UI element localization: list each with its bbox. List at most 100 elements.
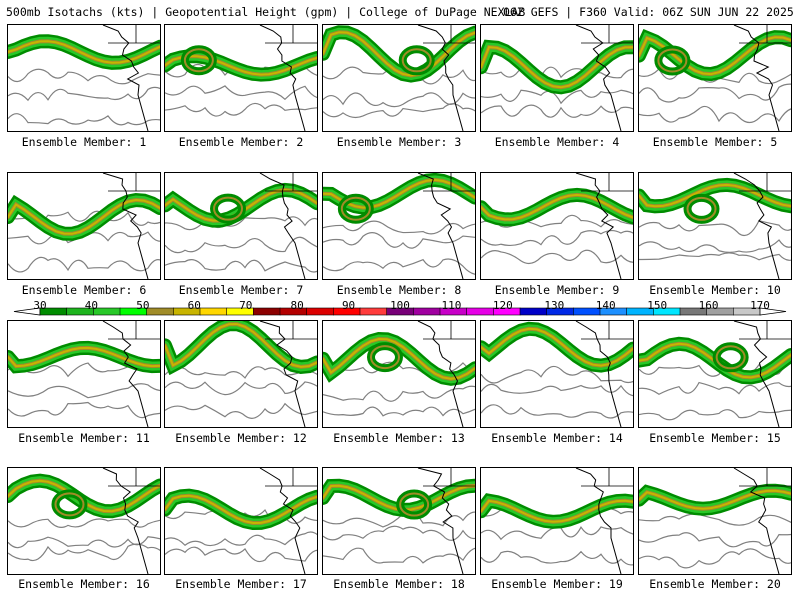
map-title: 500mb Isotachs (kts) | Geopotential Heig… [6, 5, 526, 19]
height-contour [8, 543, 160, 562]
map-plot [639, 468, 791, 574]
country-border [739, 468, 791, 487]
map-plot [323, 468, 475, 574]
country-border [265, 25, 317, 44]
isotach-vortex [657, 48, 688, 73]
country-border [423, 468, 475, 487]
isotach-vortex [213, 196, 244, 221]
height-contour [481, 550, 633, 566]
colorbar-tick-label: 100 [390, 299, 410, 312]
colorbar-swatch [199, 307, 228, 316]
map-plot [481, 25, 633, 131]
ensemble-map-panel [638, 467, 792, 575]
map-plot [8, 321, 160, 427]
height-contour [165, 546, 317, 563]
coastline [259, 468, 306, 574]
colorbar-tick-label: 130 [544, 299, 565, 312]
height-contour [481, 249, 633, 265]
isotach-band [481, 327, 633, 367]
colorbar-swatch [466, 307, 494, 316]
height-contour [323, 103, 475, 119]
map-plot [323, 321, 475, 427]
coastline [575, 468, 622, 574]
height-contour [8, 536, 160, 549]
height-contour [639, 239, 791, 253]
isotach-vortex [686, 196, 717, 221]
coastline [259, 25, 306, 131]
height-contour [165, 531, 317, 547]
isotach-band [481, 46, 633, 89]
colorbar-swatch [253, 307, 281, 316]
height-contour [639, 513, 791, 526]
coastline [733, 321, 780, 427]
country-border [108, 173, 160, 192]
map-plot [165, 321, 317, 427]
height-contour [639, 220, 791, 237]
coastline [259, 321, 306, 427]
colorbar-swatch [306, 307, 334, 316]
ensemble-map-panel [7, 467, 161, 575]
height-contour [8, 518, 160, 528]
coastline [575, 25, 622, 131]
panel-label: Ensemble Member: 8 [336, 283, 462, 297]
map-plot [323, 173, 475, 279]
map-plot [639, 25, 791, 131]
coastline [417, 468, 464, 574]
height-contour [323, 361, 475, 375]
isotach-band [8, 198, 160, 235]
height-contour [481, 383, 633, 397]
ensemble-map-panel [638, 24, 792, 132]
height-contour [165, 402, 317, 419]
panel-label: Ensemble Member: 1 [21, 135, 147, 149]
country-border [423, 25, 475, 44]
height-contour [639, 381, 791, 395]
height-contour [481, 229, 633, 247]
country-border [581, 173, 633, 192]
panel-label: Ensemble Member: 5 [652, 135, 778, 149]
country-border [739, 321, 791, 340]
coastline [575, 173, 622, 279]
colorbar-tick-label: 80 [290, 299, 304, 312]
isotach-band [639, 183, 791, 208]
isotach-band [165, 323, 317, 368]
panel-label: Ensemble Member: 13 [333, 431, 465, 445]
panel-label: Ensemble Member: 14 [491, 431, 623, 445]
isotach-vortex [401, 48, 432, 73]
country-border [739, 25, 791, 44]
colorbar-tick-label: 120 [492, 299, 513, 312]
run-info: 06Z GEFS | F360 Valid: 06Z SUN JUN 22 20… [503, 5, 794, 19]
coastline [733, 173, 780, 279]
colorbar-tick-label: 140 [595, 299, 616, 312]
height-contour [165, 85, 317, 101]
coastline [102, 173, 149, 279]
panel-label: Ensemble Member: 20 [649, 577, 781, 591]
country-border [108, 25, 160, 44]
coastline [733, 468, 780, 574]
ensemble-map-panel [638, 172, 792, 280]
height-contour [165, 236, 317, 254]
country-border [581, 25, 633, 44]
ensemble-map-panel [7, 172, 161, 280]
map-plot [8, 173, 160, 279]
coastline [417, 321, 464, 427]
height-contour [8, 86, 160, 102]
panel-label: Ensemble Member: 11 [18, 431, 150, 445]
isotach-vortex [183, 48, 214, 73]
coastline [102, 321, 149, 427]
country-border [423, 173, 475, 192]
colorbar-tick-label: 160 [698, 299, 719, 312]
panel-label: Ensemble Member: 12 [175, 431, 307, 445]
panel-label: Ensemble Member: 2 [178, 135, 304, 149]
isotach-band [481, 193, 633, 221]
height-contour [481, 66, 633, 79]
map-plot [165, 173, 317, 279]
height-contour [323, 385, 475, 402]
height-contour [165, 509, 317, 524]
isotach-band [8, 346, 160, 368]
height-contour [8, 401, 160, 419]
colorbar-right-arrow [759, 307, 787, 316]
country-border [265, 321, 317, 340]
colorbar-swatch [359, 307, 388, 316]
coastline [102, 468, 149, 574]
panel-label: Ensemble Member: 9 [494, 283, 620, 297]
